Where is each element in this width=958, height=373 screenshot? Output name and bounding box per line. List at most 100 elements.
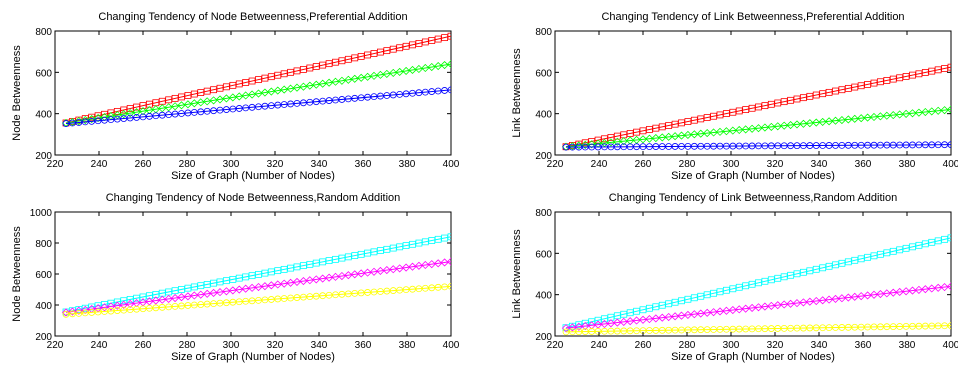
data-point — [652, 124, 660, 132]
data-point — [350, 270, 359, 279]
x-tick-label: 400 — [443, 159, 460, 170]
data-point — [292, 83, 302, 92]
data-point — [716, 111, 724, 119]
data-point — [338, 254, 346, 262]
data-point — [723, 142, 730, 150]
data-point — [74, 306, 83, 315]
data-point — [633, 128, 640, 136]
data-point — [241, 284, 250, 293]
data-point — [146, 112, 153, 120]
x-axis-label: Size of Graph (Number of Nodes) — [171, 351, 335, 363]
data-point — [774, 99, 782, 107]
data-point — [215, 95, 225, 104]
data-point — [286, 278, 295, 287]
data-point — [389, 91, 397, 99]
data-point — [357, 289, 365, 297]
data-point — [75, 309, 83, 317]
data-point — [126, 296, 134, 303]
data-point — [587, 321, 596, 330]
data-point — [222, 287, 231, 296]
data-point — [587, 140, 596, 149]
data-point — [908, 286, 917, 295]
data-point — [729, 285, 737, 293]
data-point — [767, 142, 775, 150]
data-point — [402, 242, 410, 249]
data-point — [267, 296, 275, 303]
data-point — [402, 42, 410, 50]
data-point — [761, 325, 769, 333]
data-point — [293, 294, 301, 301]
data-point — [81, 309, 89, 317]
data-point — [133, 305, 140, 313]
data-point — [921, 69, 929, 76]
data-point — [735, 325, 743, 333]
data-point — [600, 319, 609, 329]
x-tick-label: 400 — [943, 340, 958, 351]
data-point — [902, 109, 911, 118]
data-point — [139, 305, 147, 313]
data-point — [389, 244, 397, 252]
data-point — [883, 249, 891, 257]
data-point — [755, 279, 762, 287]
y-axis-label: Node Betweenness — [11, 226, 23, 322]
x-tick-label: 240 — [91, 159, 108, 170]
data-point — [581, 140, 590, 149]
trend-line — [565, 109, 951, 148]
data-point — [126, 114, 134, 122]
data-point — [300, 262, 307, 270]
data-point — [223, 106, 230, 113]
data-point — [351, 94, 359, 102]
data-point — [223, 83, 230, 91]
data-point — [703, 291, 711, 299]
subplot-1: 220 240 260 280 300 320 340 360 380 400 200 400 600 8… — [11, 11, 460, 182]
data-point — [645, 315, 654, 324]
data-point — [915, 141, 923, 149]
y-tick-label: 800 — [35, 27, 52, 38]
data-point — [895, 110, 904, 119]
data-point — [171, 302, 179, 310]
data-point — [223, 299, 230, 307]
data-point — [786, 120, 795, 130]
data-point — [806, 92, 814, 100]
data-point — [710, 142, 717, 150]
data-point — [377, 247, 384, 254]
data-point — [690, 142, 698, 150]
data-point — [909, 243, 916, 251]
data-point — [138, 107, 148, 116]
data-point — [882, 289, 891, 298]
data-point — [357, 94, 365, 102]
data-point — [575, 328, 583, 336]
data-point — [106, 302, 115, 311]
data-point — [287, 294, 294, 302]
y-tick-label: 800 — [535, 208, 552, 219]
data-point — [441, 87, 448, 94]
subplot-4: 220 240 260 280 300 320 340 360 380 400 200 400 600 8… — [511, 192, 958, 363]
data-point — [261, 102, 269, 110]
data-point — [203, 300, 211, 308]
data-point — [710, 326, 717, 333]
data-point — [722, 127, 731, 136]
y-axis-label: Link Betweenness — [511, 48, 523, 138]
data-point — [818, 296, 827, 305]
series-1 — [562, 234, 951, 332]
data-point — [800, 142, 807, 150]
data-point — [216, 299, 224, 307]
data-point — [594, 143, 602, 151]
data-point — [325, 273, 334, 282]
data-point — [402, 90, 410, 98]
data-point — [203, 107, 211, 115]
data-point — [889, 247, 897, 255]
data-point — [729, 325, 737, 333]
data-point — [909, 322, 916, 330]
data-point — [235, 80, 243, 88]
data-point — [94, 112, 102, 120]
data-point — [428, 88, 436, 95]
data-point — [683, 310, 692, 319]
data-point — [139, 102, 147, 110]
data-point — [165, 111, 173, 119]
data-point — [216, 278, 224, 286]
x-tick-label: 280 — [679, 159, 696, 170]
data-point — [581, 321, 590, 331]
data-point — [607, 143, 615, 151]
data-point — [723, 286, 730, 294]
